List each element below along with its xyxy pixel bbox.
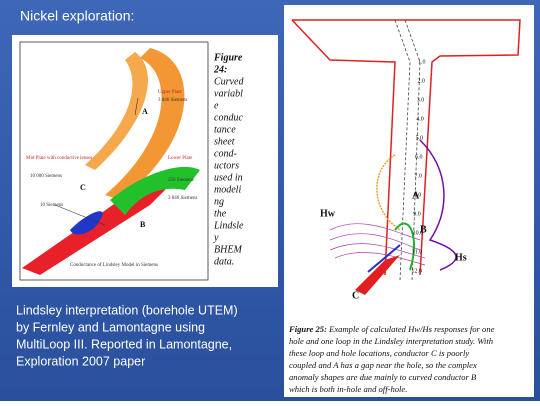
depth-label: 3.0 — [417, 97, 425, 103]
caption-line: 24: — [213, 64, 227, 75]
body-line: Exploration 2007 paper — [16, 354, 145, 368]
caption-line: Curved — [214, 76, 244, 87]
depth-label: 6.0 — [415, 154, 423, 160]
label: B — [140, 220, 146, 229]
depth-label: 4.0 — [416, 116, 424, 122]
body-line: Lindsley interpretation (borehole UTEM) — [16, 303, 238, 317]
label: 3 846 Siemens — [158, 98, 187, 103]
caption-line: ng — [214, 196, 224, 207]
label: C — [352, 290, 359, 301]
caption-line: Figure 25: Example of calculated Hw/Hs r… — [288, 324, 495, 334]
caption-line: cond- — [214, 148, 237, 159]
caption-line: the — [214, 208, 227, 219]
figure24-caption: Figure24:Curvedvariableconductancesheetc… — [213, 52, 244, 267]
caption-line: Lindsle — [213, 220, 244, 231]
caption-line: BHEM — [214, 244, 242, 255]
label: A — [142, 107, 148, 116]
slide-body: Lindsley interpretation (borehole UTEM) b… — [16, 303, 238, 368]
caption-line: sheet — [214, 136, 235, 147]
depth-label: 1.0 — [418, 59, 426, 65]
upper-plate-inner — [85, 52, 148, 170]
conductor-a — [376, 154, 401, 231]
label: C — [80, 183, 86, 192]
caption-line: uctors — [214, 160, 239, 171]
label: A — [412, 190, 420, 201]
depth-label: 9.0 — [413, 211, 421, 217]
caption-label: Figure 25: — [288, 324, 327, 334]
figure25-caption: Figure 25: Example of calculated Hw/Hs r… — [288, 324, 495, 394]
hole — [394, 19, 421, 281]
hw-curves — [329, 223, 426, 266]
depth-label: 11.0 — [412, 249, 422, 255]
label: Hw — [320, 208, 336, 219]
hole-trace — [367, 244, 401, 273]
upper-plate — [105, 48, 185, 200]
depth-label: 12.0 — [411, 268, 422, 274]
conductive-lens — [70, 211, 103, 235]
caption-line: variabl — [214, 88, 243, 99]
hs-curve — [419, 139, 457, 271]
body-line: by Fernley and Lamontagne using — [16, 320, 205, 334]
caption-text: Example of calculated Hw/Hs responses fo… — [327, 324, 495, 334]
caption-line: modeli — [214, 184, 241, 195]
conductor-c — [355, 255, 400, 295]
leader — [54, 204, 106, 226]
caption-line: these loop and hole locations, conductor… — [289, 348, 469, 358]
label: 250 Siemens — [168, 178, 194, 183]
mid-plate — [22, 185, 170, 275]
label: 3 846 Siemens — [168, 196, 197, 201]
slide-title: Nickel exploration: — [20, 8, 134, 24]
caption-line: anomaly shapes are due mainly to curved … — [289, 372, 477, 382]
caption-line: y — [213, 232, 219, 243]
caption-line: data. — [214, 256, 234, 267]
depth-label: 8.0 — [414, 192, 422, 198]
lower-plate — [110, 166, 200, 215]
label: Lower Plate — [168, 156, 193, 161]
caption-line: e — [214, 100, 219, 111]
caption-line: used in — [214, 172, 243, 183]
depth-label: 2.0 — [417, 78, 425, 84]
label: 10 Siemens — [40, 203, 63, 208]
loop — [291, 19, 521, 276]
label: Mid Plate with conductive lenses — [26, 156, 92, 161]
caption-line: coupled and A has a gap near the hole, s… — [289, 360, 477, 370]
depth-label: 5.0 — [416, 135, 424, 141]
caption-line: tance — [214, 124, 236, 135]
conductor-b — [394, 222, 416, 271]
depth-labels: 1.0 2.0 3.0 4.0 5.0 6.0 7.0 8.0 9.0 10.0 11.0 12.0 — [411, 59, 425, 274]
label: Hs — [455, 252, 467, 263]
body-line: MultiLoop III. Reported in Lamontagne, — [16, 337, 232, 351]
leader — [134, 97, 139, 116]
caption-line: hole and one loop in the Lindsley interp… — [289, 336, 493, 346]
depth-label: 10.0 — [413, 230, 424, 236]
depth-label: 7.0 — [414, 173, 422, 179]
caption-line: which is both in-hole and off-hole. — [289, 384, 407, 394]
caption-line: conduc — [214, 112, 243, 123]
label: Conductance of Lindsley Model in Siemens — [70, 263, 158, 268]
caption-line: Figure — [213, 52, 243, 63]
label: 10 000 Siemens — [30, 174, 62, 179]
label: B — [420, 224, 427, 235]
label: Upper Plate — [158, 90, 183, 95]
figure25-panel — [284, 5, 534, 397]
